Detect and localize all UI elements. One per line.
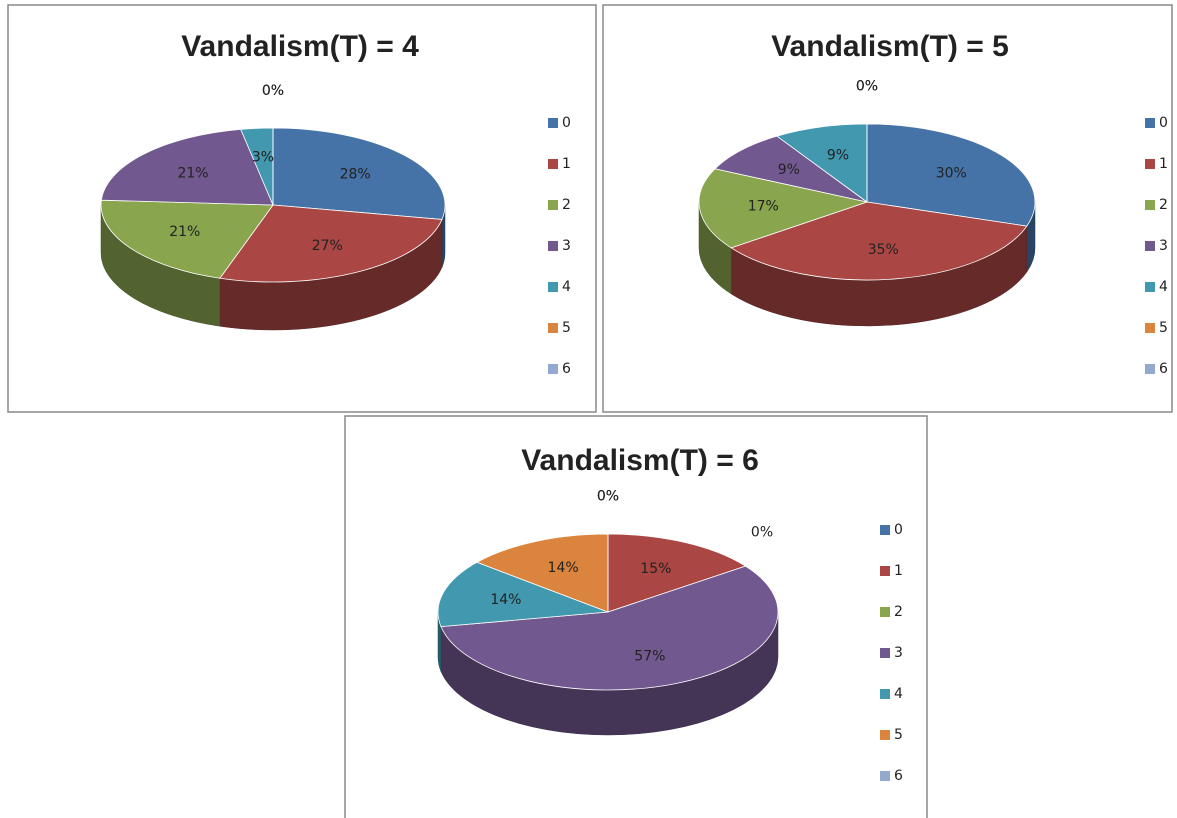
- legend-label: 0: [1159, 115, 1168, 131]
- data-label: 14%: [548, 560, 579, 576]
- legend-label: 4: [894, 686, 903, 702]
- data-label: 21%: [169, 224, 200, 240]
- data-label: 30%: [936, 166, 967, 182]
- legend-label: 5: [562, 320, 571, 336]
- slice: [272, 127, 446, 220]
- slice: [607, 533, 747, 613]
- legend-swatch: [1145, 364, 1155, 374]
- data-label: 9%: [778, 162, 800, 178]
- legend-swatch: [1145, 241, 1155, 251]
- legend-label: 3: [894, 645, 903, 661]
- legend-swatch: [1145, 200, 1155, 210]
- legend-label: 3: [562, 238, 571, 254]
- data-label: 57%: [634, 648, 665, 664]
- slice: [440, 565, 779, 691]
- data-label: 28%: [340, 167, 371, 183]
- legend-swatch: [548, 118, 558, 128]
- legend-swatch: [1145, 282, 1155, 292]
- data-label: 0%: [262, 83, 284, 99]
- legend-swatch: [880, 689, 890, 699]
- legend-label: 2: [1159, 197, 1168, 213]
- data-label: 0%: [262, 83, 284, 99]
- legend-swatch: [1145, 118, 1155, 128]
- slice: [100, 199, 274, 279]
- legend-swatch: [880, 607, 890, 617]
- legend-swatch: [548, 364, 558, 374]
- legend-label: 5: [894, 727, 903, 743]
- legend-label: 3: [1159, 238, 1168, 254]
- legend-label: 2: [562, 197, 571, 213]
- legend-label: 0: [562, 115, 571, 131]
- slice: [219, 204, 443, 283]
- slice: [437, 561, 609, 628]
- data-label: 0%: [856, 79, 878, 95]
- legend-swatch: [880, 771, 890, 781]
- legend-label: 4: [562, 279, 571, 295]
- data-label: 35%: [868, 242, 899, 258]
- chart-title: Vandalism(T) = 6: [521, 444, 759, 477]
- legend-label: 6: [562, 361, 571, 377]
- legend-label: 0: [894, 522, 903, 538]
- data-label: 0%: [597, 489, 619, 505]
- data-label: 0%: [856, 79, 878, 95]
- legend-swatch: [548, 200, 558, 210]
- slice: [730, 201, 1028, 281]
- slice: [698, 168, 869, 249]
- legend-label: 1: [894, 563, 903, 579]
- legend-swatch: [548, 241, 558, 251]
- slice: [776, 123, 868, 203]
- legend-label: 5: [1159, 320, 1168, 336]
- slice: [100, 128, 274, 206]
- data-label: 0%: [751, 525, 773, 541]
- legend-swatch: [548, 282, 558, 292]
- data-label: 17%: [748, 199, 779, 215]
- legend-swatch: [548, 159, 558, 169]
- legend-swatch: [880, 566, 890, 576]
- legend-label: 6: [1159, 361, 1168, 377]
- slice: [714, 135, 868, 203]
- legend-label: 1: [1159, 156, 1168, 172]
- legend-swatch: [1145, 323, 1155, 333]
- data-label: 3%: [252, 149, 274, 165]
- data-label: 14%: [490, 592, 521, 608]
- chart-title: Vandalism(T) = 5: [771, 30, 1009, 63]
- legend-swatch: [1145, 159, 1155, 169]
- legend-swatch: [880, 648, 890, 658]
- legend-swatch: [880, 525, 890, 535]
- legend-swatch: [548, 323, 558, 333]
- data-label: 15%: [640, 561, 671, 577]
- legend-label: 1: [562, 156, 571, 172]
- chart-title: Vandalism(T) = 4: [181, 30, 419, 63]
- data-label: 9%: [827, 148, 849, 164]
- data-label: 0%: [597, 489, 619, 505]
- legend-label: 6: [894, 768, 903, 784]
- slice: [866, 123, 1036, 227]
- legend-swatch: [880, 730, 890, 740]
- slice: [476, 533, 609, 613]
- legend-label: 4: [1159, 279, 1168, 295]
- data-label: 27%: [312, 238, 343, 254]
- legend-label: 2: [894, 604, 903, 620]
- data-label: 21%: [177, 165, 208, 181]
